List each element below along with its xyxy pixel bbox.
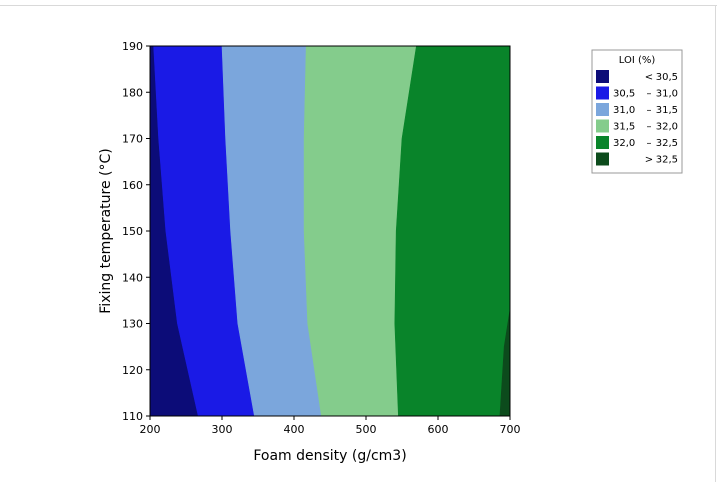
legend-operator: > (645, 155, 653, 166)
x-tick-label: 700 (500, 423, 521, 436)
x-axis: 200 300 400 500 600 700 (140, 416, 521, 436)
legend-threshold: 30,5 (656, 72, 678, 83)
y-tick-label: 110 (122, 410, 143, 423)
x-tick-label: 400 (284, 423, 305, 436)
y-tick-label: 140 (122, 271, 143, 284)
legend-range-high: 31,0 (656, 89, 678, 100)
legend-operator: < (645, 72, 653, 83)
legend-swatch (596, 103, 609, 116)
x-tick-label: 300 (212, 423, 233, 436)
legend-range-dash: – (647, 138, 652, 149)
legend-range-low: 31,0 (613, 105, 635, 116)
y-tick-label: 160 (122, 179, 143, 192)
legend-range-dash: – (647, 89, 652, 100)
y-tick-label: 130 (122, 318, 143, 331)
legend-range-dash: – (647, 105, 652, 116)
y-axis-title: Fixing temperature (°C) (98, 148, 114, 313)
y-tick-label: 180 (122, 86, 143, 99)
x-axis-title: Foam density (g/cm3) (253, 448, 406, 464)
y-tick-label: 170 (122, 133, 143, 146)
y-tick-label: 150 (122, 225, 143, 238)
legend-swatch (596, 136, 609, 149)
x-tick-label: 500 (356, 423, 377, 436)
legend-range-high: 32,5 (656, 138, 678, 149)
legend-swatch (596, 119, 609, 133)
legend-swatch (596, 70, 609, 83)
legend-swatch (596, 152, 609, 166)
legend-title: LOI (%) (619, 55, 656, 66)
legend-range-low: 31,5 (613, 122, 635, 133)
y-axis: 110 120 130 140 150 160 170 180 190 (122, 40, 150, 423)
y-tick-label: 120 (122, 364, 143, 377)
legend-range-high: 31,5 (656, 105, 678, 116)
contour-regions (149, 45, 511, 417)
legend-threshold: 32,5 (656, 155, 678, 166)
legend-range-high: 32,0 (656, 122, 678, 133)
legend: LOI (%) <30,530,5–31,031,0–31,531,5–32,0… (591, 49, 683, 174)
x-tick-label: 600 (428, 423, 449, 436)
legend-range-low: 32,0 (613, 138, 635, 149)
legend-range-dash: – (647, 122, 652, 133)
x-tick-label: 200 (140, 423, 161, 436)
y-tick-label: 190 (122, 40, 143, 53)
region-32-0-32-5 (394, 45, 511, 417)
legend-range-low: 30,5 (613, 89, 635, 100)
legend-swatch (596, 86, 609, 100)
